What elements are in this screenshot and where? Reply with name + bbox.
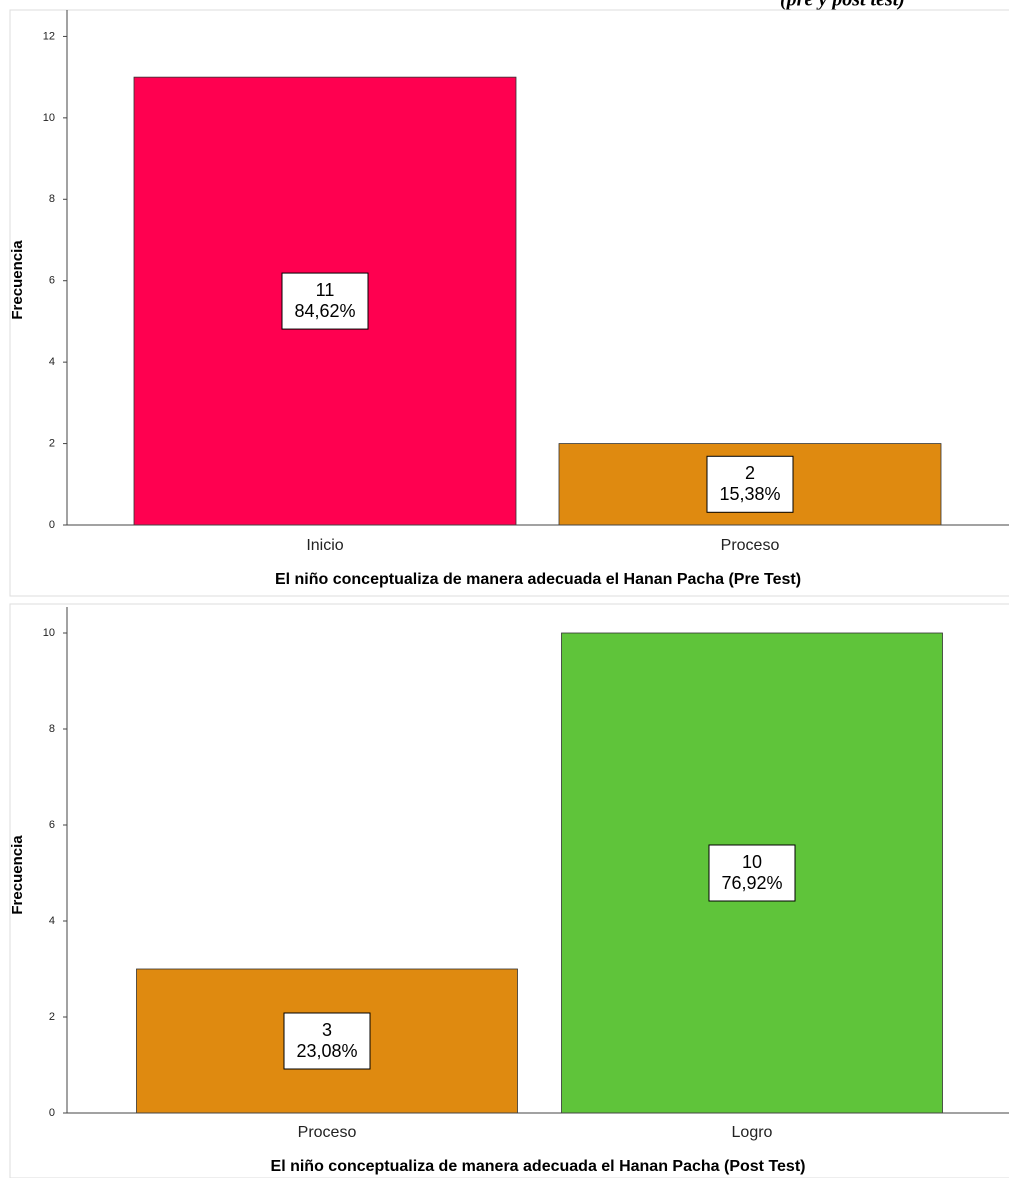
x-tick-label: Logro [732, 1124, 773, 1141]
label-box [281, 272, 369, 330]
y-tick-label: 12 [43, 30, 55, 42]
percent-label: 23,08% [296, 1041, 357, 1061]
y-tick-label: 4 [49, 356, 55, 368]
percent-label: 84,62% [294, 301, 355, 321]
x-tick-label: Proceso [298, 1124, 357, 1141]
label-box [283, 1012, 371, 1070]
caption: (pre y post test) [780, 0, 905, 11]
y-tick-label: 10 [43, 627, 55, 639]
x-tick-label: Inicio [306, 537, 343, 554]
y-tick-label: 2 [49, 437, 55, 449]
y-tick-label: 10 [43, 112, 55, 124]
y-tick-label: 0 [49, 519, 55, 531]
y-tick-label: 8 [49, 723, 55, 735]
y-tick-label: 2 [49, 1011, 55, 1023]
chart-frame [9, 603, 1009, 1178]
count-label: 11 [316, 280, 335, 300]
percent-label: 15,38% [719, 484, 780, 504]
label-box [708, 844, 796, 902]
y-tick-label: 4 [49, 915, 55, 927]
y-axis-title: Frecuencia [9, 835, 26, 915]
count-label: 2 [745, 463, 755, 483]
x-axis-title: El niño conceptualiza de manera adecuada… [271, 1158, 806, 1175]
y-axis-title: Frecuencia [9, 240, 26, 320]
count-label: 3 [322, 1020, 332, 1040]
y-tick-label: 8 [49, 193, 55, 205]
y-tick-label: 0 [49, 1107, 55, 1119]
y-tick-label: 6 [49, 275, 55, 287]
percent-label: 76,92% [721, 873, 782, 893]
y-tick-label: 6 [49, 819, 55, 831]
x-tick-label: Proceso [721, 537, 780, 554]
label-box [706, 455, 794, 513]
x-axis-title: El niño conceptualiza de manera adecuada… [275, 571, 801, 588]
chart-frame [9, 9, 1009, 597]
count-label: 10 [742, 852, 762, 872]
